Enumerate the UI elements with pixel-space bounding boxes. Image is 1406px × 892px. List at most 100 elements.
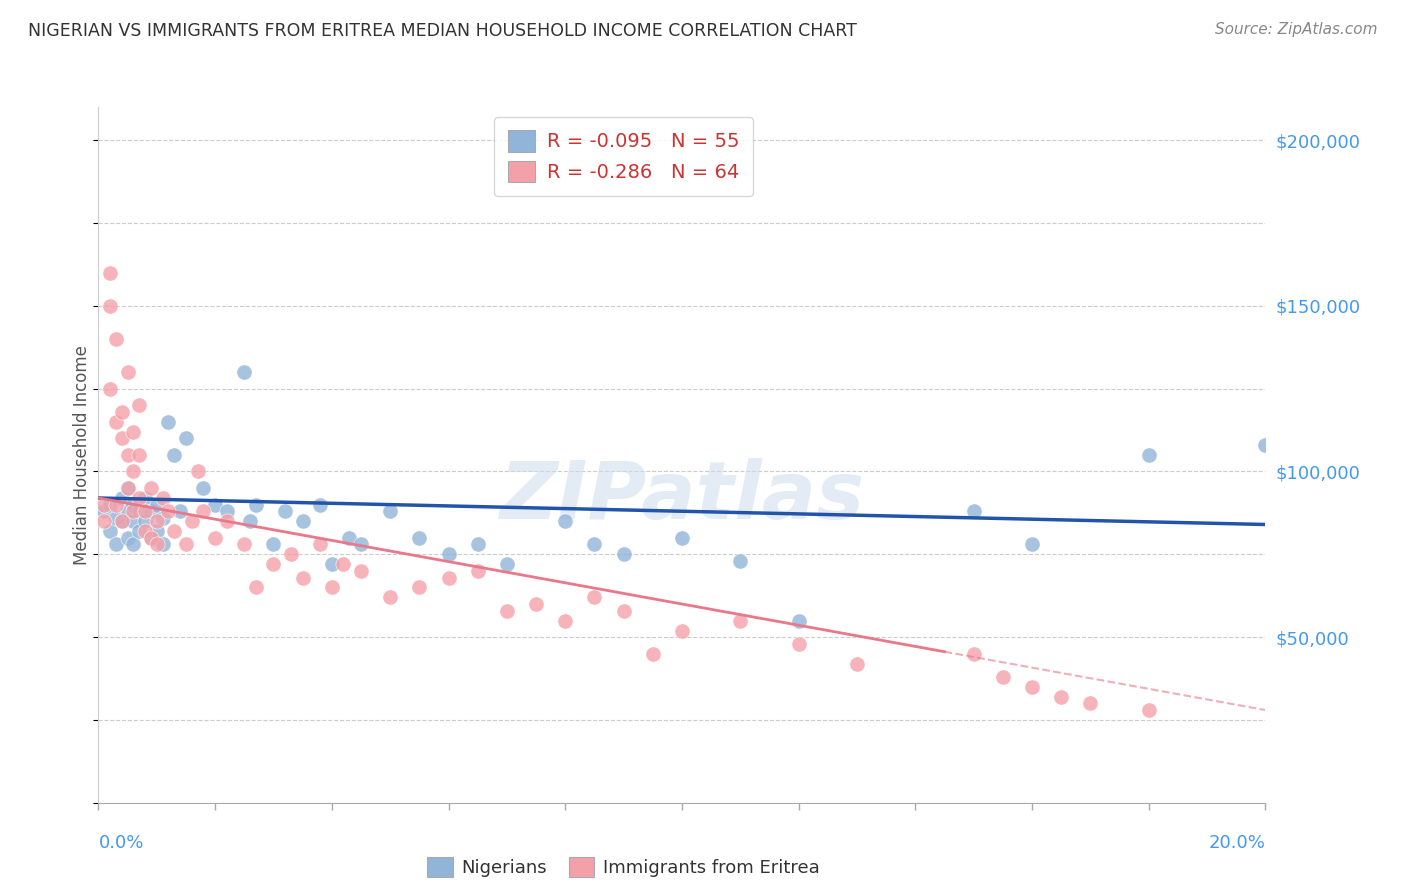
Point xyxy=(122,537,145,551)
Point xyxy=(291,570,314,584)
Point xyxy=(1137,703,1160,717)
Point xyxy=(117,365,139,379)
Point xyxy=(111,431,134,445)
Point xyxy=(122,425,145,439)
Point xyxy=(787,637,810,651)
Point xyxy=(239,514,262,528)
Point xyxy=(467,537,489,551)
Point xyxy=(128,504,150,518)
Point xyxy=(98,498,121,512)
Point xyxy=(122,465,145,479)
Point xyxy=(187,465,209,479)
Point xyxy=(139,481,162,495)
Point xyxy=(245,581,267,595)
Point xyxy=(104,498,127,512)
Point xyxy=(128,448,150,462)
Point xyxy=(146,498,169,512)
Point xyxy=(98,266,121,280)
Point xyxy=(233,537,256,551)
Point xyxy=(309,537,332,551)
Point xyxy=(139,531,162,545)
Point xyxy=(408,581,430,595)
Point xyxy=(612,604,634,618)
Point xyxy=(98,382,121,396)
Point xyxy=(128,491,150,505)
Point xyxy=(128,524,150,538)
Point xyxy=(174,537,197,551)
Point xyxy=(204,531,226,545)
Point xyxy=(1021,537,1043,551)
Point xyxy=(437,570,460,584)
Point xyxy=(467,564,489,578)
Point xyxy=(408,531,430,545)
Point xyxy=(291,514,314,528)
Point xyxy=(991,670,1014,684)
Point xyxy=(215,504,238,518)
Point xyxy=(163,448,186,462)
Point xyxy=(134,524,156,538)
Point xyxy=(128,398,150,412)
Point xyxy=(117,481,139,495)
Point xyxy=(139,531,162,545)
Point xyxy=(104,332,127,346)
Legend: Nigerians, Immigrants from Eritrea: Nigerians, Immigrants from Eritrea xyxy=(420,850,827,884)
Point xyxy=(321,581,343,595)
Text: ZIPatlas: ZIPatlas xyxy=(499,458,865,536)
Point xyxy=(437,547,460,561)
Point xyxy=(152,537,174,551)
Point xyxy=(193,504,215,518)
Point xyxy=(98,299,121,313)
Point xyxy=(309,498,332,512)
Point xyxy=(111,514,134,528)
Point xyxy=(134,514,156,528)
Point xyxy=(671,624,693,638)
Point xyxy=(111,405,134,419)
Point xyxy=(332,558,354,572)
Point xyxy=(157,415,180,429)
Point xyxy=(495,604,517,618)
Point xyxy=(378,591,402,605)
Point xyxy=(554,514,576,528)
Point xyxy=(146,514,169,528)
Point xyxy=(583,591,606,605)
Point xyxy=(1021,680,1043,694)
Point xyxy=(262,558,284,572)
Point xyxy=(122,504,145,518)
Point xyxy=(1080,697,1102,711)
Point xyxy=(152,491,174,505)
Point xyxy=(350,537,373,551)
Point xyxy=(728,554,751,568)
Point xyxy=(495,558,517,572)
Text: Source: ZipAtlas.com: Source: ZipAtlas.com xyxy=(1215,22,1378,37)
Point xyxy=(134,504,156,518)
Point xyxy=(146,524,169,538)
Point xyxy=(134,491,156,505)
Point xyxy=(245,498,267,512)
Point xyxy=(215,514,238,528)
Point xyxy=(111,514,134,528)
Point xyxy=(1050,690,1073,704)
Point xyxy=(524,597,547,611)
Point xyxy=(612,547,634,561)
Point xyxy=(193,481,215,495)
Point xyxy=(157,504,180,518)
Point xyxy=(962,647,984,661)
Point xyxy=(117,504,139,518)
Point xyxy=(163,524,186,538)
Point xyxy=(117,448,139,462)
Point xyxy=(350,564,373,578)
Point xyxy=(169,504,191,518)
Point xyxy=(787,614,810,628)
Point xyxy=(262,537,284,551)
Point xyxy=(104,511,127,525)
Point xyxy=(174,431,197,445)
Point xyxy=(337,531,360,545)
Point xyxy=(152,511,174,525)
Text: 0.0%: 0.0% xyxy=(98,834,143,852)
Point xyxy=(117,531,139,545)
Point xyxy=(671,531,693,545)
Point xyxy=(139,504,162,518)
Point xyxy=(111,491,134,505)
Point xyxy=(1137,448,1160,462)
Text: 20.0%: 20.0% xyxy=(1209,834,1265,852)
